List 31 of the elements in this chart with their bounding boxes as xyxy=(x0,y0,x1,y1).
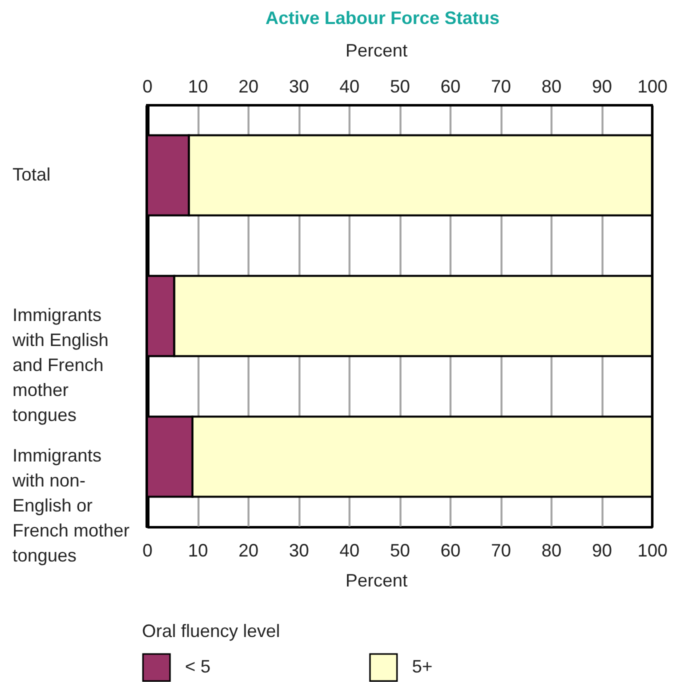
x-tick-label: 90 xyxy=(592,540,612,560)
x2-tick-label: 80 xyxy=(541,76,562,96)
x2-tick-label: 50 xyxy=(390,76,410,96)
y-tick-label: Immigrants with English and French mother tongues xyxy=(12,305,109,425)
x2-tick-label: 10 xyxy=(188,76,208,96)
x2-tick-label: 100 xyxy=(637,76,668,96)
x-tick-label: 60 xyxy=(440,540,461,560)
x2-tick-label: 30 xyxy=(288,76,310,96)
x-tick-label: 10 xyxy=(188,540,208,560)
x-tick-label: 40 xyxy=(339,540,360,560)
x2-tick-label: 20 xyxy=(238,76,259,96)
y-tick-label: Immigrants with non-English or French mother tongues xyxy=(12,446,130,566)
x2-tick-label: 0 xyxy=(142,76,153,96)
x-tick-label: 80 xyxy=(541,540,562,560)
chart-title: Active Labour Force Status xyxy=(265,8,500,28)
legend-title: Oral fluency level xyxy=(142,621,280,641)
x-tick-label: 100 xyxy=(637,540,668,560)
x-tick-label: 30 xyxy=(288,540,310,560)
x-tick-label: 50 xyxy=(390,540,410,560)
x-tick-label: 0 xyxy=(142,540,153,560)
x-tick-label: 70 xyxy=(490,540,512,560)
legend-label: < 5 xyxy=(185,656,211,676)
x2-tick-label: 70 xyxy=(490,76,512,96)
x2-tick-label: 40 xyxy=(339,76,360,96)
x-axis-title: Percent xyxy=(345,570,408,590)
legend-label: 5+ xyxy=(412,656,433,676)
x2-tick-label: 90 xyxy=(592,76,612,96)
x2-axis-title: Percent xyxy=(345,40,408,60)
x-tick-label: 20 xyxy=(238,540,259,560)
x2-tick-label: 60 xyxy=(440,76,461,96)
y-tick-label: Total xyxy=(12,164,51,184)
